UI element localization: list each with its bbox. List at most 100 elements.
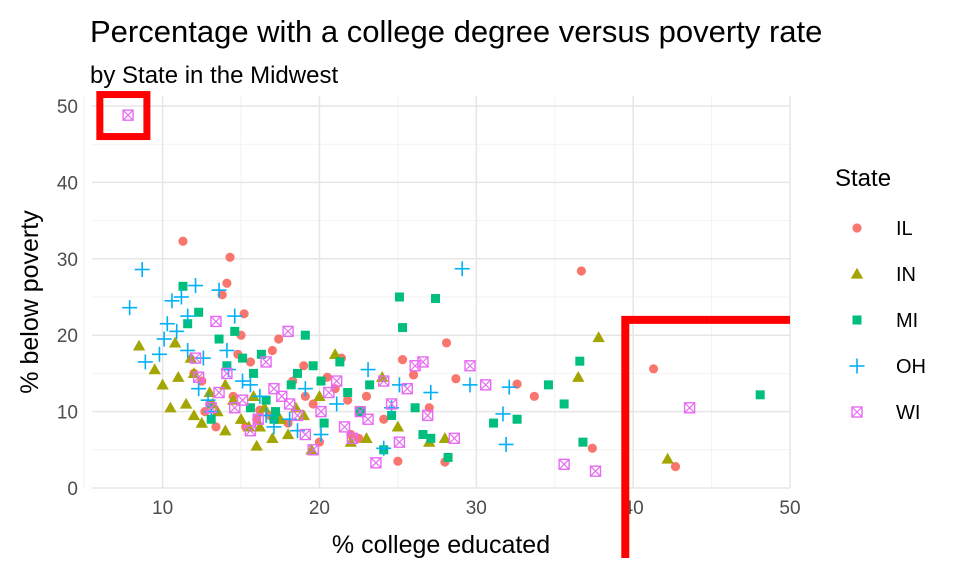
legend-key-oh: [849, 358, 865, 374]
data-point-in: [234, 413, 248, 424]
legend-key-in: [850, 267, 864, 279]
data-point-mi: [300, 330, 310, 340]
data-point-wi: [683, 402, 696, 414]
data-point-il: [252, 414, 262, 424]
legend-label: MI: [896, 310, 918, 332]
legend: State IL IN MI OH WI: [835, 165, 926, 424]
data-point-mi: [308, 361, 318, 371]
data-point-mi: [249, 368, 259, 378]
data-point-oh: [195, 350, 211, 366]
data-point-oh: [242, 377, 258, 393]
data-point-oh: [134, 261, 150, 277]
data-point-in: [281, 428, 295, 440]
data-point-oh: [137, 354, 153, 370]
data-point-wi: [268, 382, 280, 395]
data-point-in: [297, 409, 310, 421]
data-point-mi: [222, 361, 232, 371]
data-point-wi: [421, 409, 434, 422]
legend-label: OH: [896, 356, 926, 378]
data-point-oh: [329, 396, 345, 412]
data-point-il: [267, 345, 277, 356]
highlight-corner: [621, 315, 790, 558]
data-point-in: [226, 393, 240, 405]
data-point-oh: [423, 385, 439, 400]
data-point-il: [245, 357, 256, 367]
legend-item-in: IN: [850, 264, 916, 286]
data-point-oh: [376, 440, 392, 456]
data-point-wi: [385, 398, 398, 410]
data-point-mi: [559, 399, 569, 409]
data-point-oh: [188, 278, 204, 294]
data-point-in: [438, 432, 452, 443]
x-tick-label: 10: [152, 498, 173, 519]
data-point-mi: [319, 418, 329, 428]
y-tick-label: 20: [57, 326, 78, 347]
data-point-il: [587, 443, 597, 453]
data-point-mi: [543, 380, 553, 390]
data-point-in: [172, 371, 185, 382]
data-point-wi: [448, 432, 461, 445]
data-point-wi: [393, 436, 406, 448]
y-tick-label: 10: [57, 403, 78, 424]
data-point-oh: [180, 342, 196, 358]
data-points: [122, 109, 765, 477]
data-point-in: [344, 435, 358, 447]
data-point-wi: [282, 325, 294, 338]
y-tick-label: 30: [57, 250, 78, 271]
data-point-oh: [156, 331, 172, 347]
data-point-mi: [410, 403, 420, 413]
data-point-mi: [256, 349, 266, 359]
data-point-wi: [315, 405, 327, 418]
x-tick-label: 50: [779, 498, 800, 519]
highlight-box: [96, 91, 151, 141]
data-point-il: [222, 278, 232, 288]
data-point-oh: [159, 316, 175, 332]
data-point-in: [572, 371, 585, 382]
data-point-il: [648, 364, 659, 374]
data-point-oh: [227, 308, 243, 324]
data-point-oh: [191, 381, 207, 397]
data-point-il: [576, 266, 586, 276]
data-point-mi: [426, 433, 436, 443]
data-point-wi: [362, 413, 374, 425]
data-point-oh: [173, 289, 189, 305]
data-point-in: [258, 401, 271, 413]
legend-label: WI: [896, 402, 920, 424]
data-point-mi: [575, 356, 585, 366]
data-point-mi: [230, 326, 240, 336]
data-point-oh: [495, 406, 511, 422]
data-point-il: [393, 456, 403, 466]
data-point-wi: [291, 409, 304, 422]
data-point-wi: [192, 371, 205, 383]
data-point-oh: [498, 436, 514, 452]
data-point-il: [239, 309, 249, 319]
data-point-in: [168, 336, 182, 348]
data-point-mi: [286, 380, 296, 390]
data-point-wi: [401, 382, 413, 395]
data-point-in: [187, 409, 201, 421]
data-point-il: [300, 391, 310, 401]
data-point-il: [217, 290, 227, 300]
data-point-mi: [269, 414, 279, 424]
series-wi: [122, 109, 696, 477]
data-point-il: [397, 355, 408, 365]
data-point-il: [178, 236, 188, 246]
data-point-il: [361, 391, 372, 401]
data-point-oh: [360, 362, 376, 378]
data-point-mi: [206, 414, 216, 424]
legend-item-oh: OH: [849, 356, 926, 378]
data-point-oh: [169, 323, 185, 339]
data-point-mi: [578, 437, 588, 447]
data-point-in: [156, 378, 169, 390]
data-point-mi: [431, 294, 441, 304]
data-point-in: [360, 432, 373, 443]
y-tick-label: 50: [57, 97, 78, 118]
data-point-oh: [501, 379, 517, 395]
data-point-mi: [343, 388, 353, 397]
data-point-in: [132, 339, 146, 351]
data-point-in: [148, 363, 161, 375]
data-point-wi: [244, 425, 257, 437]
y-tick-label: 40: [57, 173, 78, 194]
